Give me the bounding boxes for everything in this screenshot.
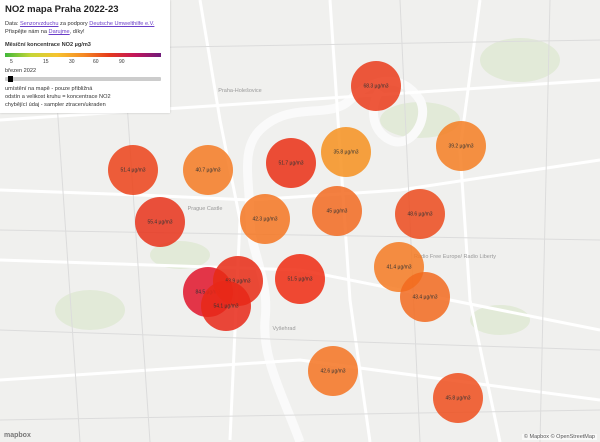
marker[interactable]: 42.6 µg/m3 xyxy=(308,346,358,396)
note: umístění na mapě - pouze přibližná xyxy=(5,86,93,92)
info-panel: NO2 mapa Praha 2022-23 Data: Senzorvzduc… xyxy=(0,0,170,113)
legend-tick: 15 xyxy=(43,59,49,65)
marker-label: 54.1 µg/m3 xyxy=(213,303,238,309)
marker[interactable]: 43.4 µg/m3 xyxy=(400,272,450,322)
link[interactable]: Darujme xyxy=(48,29,70,35)
text: , díky! xyxy=(69,29,85,35)
marker[interactable]: 51.7 µg/m3 xyxy=(266,138,316,188)
marker-circle xyxy=(312,186,362,236)
marker[interactable]: 48.6 µg/m3 xyxy=(395,189,445,239)
river xyxy=(243,76,428,442)
marker-circle xyxy=(201,281,251,331)
legend-title: Měsíční koncentrace NO2 µg/m3 xyxy=(5,42,91,48)
marker-label: 45.8 µg/m3 xyxy=(445,395,470,401)
marker-circle xyxy=(433,373,483,423)
marker-label: 51.7 µg/m3 xyxy=(278,160,303,166)
link[interactable]: Senzorvzduchu xyxy=(19,21,59,27)
marker[interactable]: 55.4 µg/m3 xyxy=(135,197,185,247)
legend-tick: 30 xyxy=(69,59,75,65)
marker-label: 68.3 µg/m3 xyxy=(363,83,388,89)
marker-circle xyxy=(135,197,185,247)
marker-circle xyxy=(183,145,233,195)
place-labels: Prague Castle Vyšehrad Radio Free Europe/ … xyxy=(188,88,497,332)
link[interactable]: Deutsche Umwelthilfe e.V. xyxy=(89,21,155,27)
marker-label: 42.6 µg/m3 xyxy=(320,368,345,374)
marker[interactable]: 40.7 µg/m3 xyxy=(183,145,233,195)
notes: umístění na mapě - pouze přibližná odstín… xyxy=(5,85,165,109)
marker-circle xyxy=(351,61,401,111)
month: březen 2022 xyxy=(5,68,37,74)
text: Přispějte nám na xyxy=(5,29,49,35)
marker[interactable]: 42.3 µg/m3 xyxy=(240,194,290,244)
marker-circle xyxy=(266,138,316,188)
text: Data: xyxy=(5,21,20,27)
place-label: Praha-Holešovice xyxy=(218,88,261,94)
marker-label: 63.9 µg/m3 xyxy=(225,278,250,284)
marker-label: 40.7 µg/m3 xyxy=(195,167,220,173)
marker-circle xyxy=(400,272,450,322)
marker-label: 45 µg/m3 xyxy=(327,208,348,214)
marker[interactable]: 39.2 µg/m3 xyxy=(436,121,486,171)
attribution: © Mapbox © OpenStreetMap xyxy=(521,434,597,440)
note: chybějící údaj - sampler ztracen/ukraden xyxy=(5,102,106,108)
place-label: Prague Castle xyxy=(188,206,223,212)
donate-line: Přispějte nám na Darujme, díky! xyxy=(5,28,165,36)
marker[interactable]: 45 µg/m3 xyxy=(312,186,362,236)
marker[interactable]: 51.5 µg/m3 xyxy=(275,254,325,304)
marker[interactable]: 54.1 µg/m3 xyxy=(201,281,251,331)
markers: 68.3 µg/m3 39.2 µg/m3 35.8 µg/m3 51.7 µg/m3… xyxy=(108,61,486,423)
source-line: Data: Senzorvzduchu za podpory Deutsche … xyxy=(5,20,165,28)
marker-label: 48.6 µg/m3 xyxy=(407,211,432,217)
marker-circle xyxy=(395,189,445,239)
legend-ticks: 5 15 30 60 90 xyxy=(5,57,161,67)
legend-gradient xyxy=(5,53,161,57)
note: odstín a velikost kruhu = koncentrace NO… xyxy=(5,94,111,100)
marker-circle xyxy=(308,346,358,396)
marker-label: 41.4 µg/m3 xyxy=(386,264,411,270)
marker-label: 51.5 µg/m3 xyxy=(287,276,312,282)
marker-circle xyxy=(275,254,325,304)
place-label: Vyšehrad xyxy=(272,326,295,332)
marker[interactable]: 51.4 µg/m3 xyxy=(108,145,158,195)
marker-circle xyxy=(240,194,290,244)
legend-tick: 60 xyxy=(93,59,99,65)
marker-label: 43.4 µg/m3 xyxy=(412,294,437,300)
title: NO2 mapa Praha 2022-23 xyxy=(5,4,119,15)
legend-tick: 5 xyxy=(10,59,13,65)
marker-label: 39.2 µg/m3 xyxy=(448,143,473,149)
marker-label: 42.3 µg/m3 xyxy=(252,216,277,222)
slider-handle[interactable] xyxy=(8,76,13,82)
place-label: Radio Free Europe/ Radio Liberty xyxy=(414,254,496,260)
text: za podpory xyxy=(58,21,90,27)
marker-circle xyxy=(436,121,486,171)
marker-circle xyxy=(108,145,158,195)
marker[interactable]: 68.3 µg/m3 xyxy=(351,61,401,111)
marker-label: 35.8 µg/m3 xyxy=(333,149,358,155)
marker[interactable]: 35.8 µg/m3 xyxy=(321,127,371,177)
logo[interactable]: mapbox xyxy=(4,432,31,439)
month-slider[interactable] xyxy=(5,76,161,82)
legend-tick: 90 xyxy=(119,59,125,65)
marker-circle xyxy=(321,127,371,177)
marker-label: 51.4 µg/m3 xyxy=(120,167,145,173)
marker[interactable]: 45.8 µg/m3 xyxy=(433,373,483,423)
marker-label: 55.4 µg/m3 xyxy=(147,219,172,225)
